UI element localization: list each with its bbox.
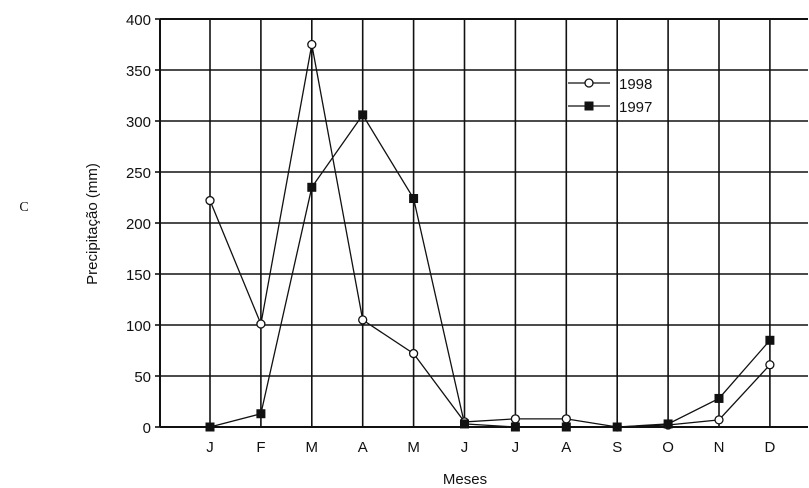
x-tick-label: A xyxy=(561,439,571,456)
series-markers xyxy=(205,39,775,432)
series-line-1997 xyxy=(209,113,771,428)
y-tick-label: 250 xyxy=(126,165,151,182)
y-axis-label: Precipitação (mm) xyxy=(84,163,101,285)
y-tick-label: 300 xyxy=(126,114,151,131)
data-point-1997 xyxy=(561,422,571,432)
data-point-1997 xyxy=(663,419,673,429)
data-point-1997 xyxy=(612,422,622,432)
legend-label-1998: 1998 xyxy=(619,76,652,93)
data-point-1997 xyxy=(510,422,520,432)
y-tick-label: 100 xyxy=(126,318,151,335)
x-tick-label: F xyxy=(256,439,265,456)
y-tick-label: 0 xyxy=(143,420,151,437)
series-line-1998 xyxy=(209,44,771,428)
data-point-1998 xyxy=(714,415,724,425)
data-point-1997 xyxy=(205,422,215,432)
y-tick-label: 400 xyxy=(126,12,151,29)
x-tick-label: J xyxy=(206,439,214,456)
data-point-1997 xyxy=(714,393,724,403)
legend-label-1997: 1997 xyxy=(619,99,652,116)
data-point-1997 xyxy=(765,335,775,345)
data-point-1997 xyxy=(460,419,469,429)
x-tick-label: S xyxy=(612,439,622,456)
x-tick-label: M xyxy=(306,439,319,456)
series-lines xyxy=(209,44,771,428)
data-point-1998 xyxy=(256,319,266,329)
y-tick-label: 50 xyxy=(134,369,151,386)
legend-marker-1997 xyxy=(584,101,594,111)
data-point-1998 xyxy=(510,414,521,424)
legend: 1998 1997 xyxy=(568,76,652,116)
data-point-1998 xyxy=(358,315,368,325)
data-point-1998 xyxy=(205,195,215,206)
x-tick-label: O xyxy=(662,439,674,456)
y-tick-label: 150 xyxy=(126,267,151,284)
x-tick-label: A xyxy=(358,439,368,456)
data-point-1998 xyxy=(561,414,571,424)
x-axis-label: Meses xyxy=(443,471,487,488)
data-point-1998 xyxy=(765,360,775,370)
data-point-1997 xyxy=(256,409,266,419)
data-point-1997 xyxy=(358,110,368,120)
y-tick-label: 200 xyxy=(126,216,151,233)
x-tick-label: M xyxy=(407,439,420,456)
data-point-1998 xyxy=(307,39,317,50)
data-point-1997 xyxy=(307,182,317,192)
x-tick-label: J xyxy=(512,439,520,456)
y-axis-ticks: 0 50 100 150 200 250 300 350 400 xyxy=(126,12,160,437)
grid xyxy=(160,18,808,428)
data-point-1997 xyxy=(409,194,419,204)
panel-letter: C xyxy=(19,200,28,215)
legend-marker-1998 xyxy=(584,78,594,88)
data-point-1998 xyxy=(408,348,419,359)
y-tick-label: 350 xyxy=(126,63,151,80)
x-tick-label: N xyxy=(714,439,725,456)
x-tick-label: D xyxy=(764,439,775,456)
x-tick-label: J xyxy=(461,439,469,456)
